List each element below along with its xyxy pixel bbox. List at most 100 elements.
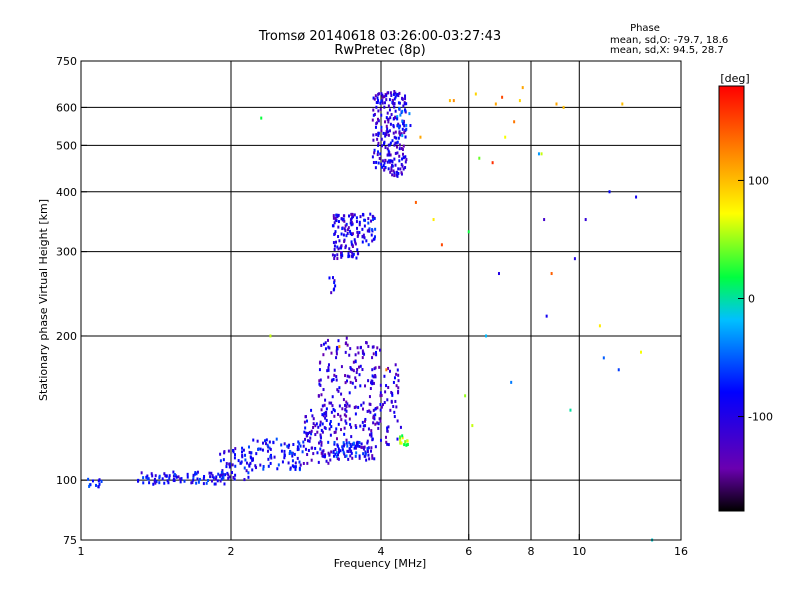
data-point [338,345,341,349]
data-point [332,241,335,245]
data-point [314,424,317,428]
data-point [357,252,360,256]
data-point [287,461,290,465]
data-point [373,237,376,241]
data-point [191,480,194,484]
data-point [393,143,396,147]
data-point [388,98,391,102]
data-point [374,125,377,129]
data-point [403,102,406,106]
data-point [346,449,349,453]
data-point [356,248,359,252]
data-point [320,393,323,397]
data-point [337,235,340,239]
data-point [165,474,168,478]
data-point [168,476,171,480]
data-point [403,131,406,135]
data-point [203,474,206,478]
data-point [316,430,319,434]
data-point [296,445,299,449]
grid-lines [81,61,681,540]
data-point [340,428,343,432]
data-point [289,449,292,453]
data-point [393,157,396,161]
data-point [376,346,379,350]
data-point [167,481,170,485]
data-point [376,421,379,425]
data-point [350,451,353,455]
data-point [386,147,389,151]
data-point [324,341,327,345]
data-point [344,229,347,233]
data-point [137,479,140,483]
data-point [212,476,215,480]
data-point [521,86,524,90]
data-point [355,446,358,450]
data-point [364,218,367,222]
data-point [324,347,327,351]
data-point [373,235,376,239]
data-point [243,466,246,470]
data-point [375,160,378,164]
data-point [294,467,297,471]
data-point [491,161,494,165]
data-point [332,450,335,454]
data-point [161,477,164,481]
data-point [302,444,305,448]
data-point [373,148,376,152]
data-point [168,474,171,478]
data-point [379,408,382,412]
data-point [389,91,392,95]
data-point [318,379,321,383]
data-point [340,365,343,369]
data-point [343,219,346,223]
data-point [322,342,325,346]
colorbar-tick-label: -100 [748,411,773,424]
data-point [346,231,349,235]
data-point [345,421,348,425]
data-point [257,447,260,451]
data-point [234,447,237,451]
data-point [358,231,361,235]
data-point [329,419,332,423]
data-point [334,452,337,456]
data-point [367,344,370,348]
data-point [350,435,353,439]
data-point [321,430,324,434]
data-point [363,419,366,423]
data-point [334,216,337,220]
data-point [513,120,516,124]
data-point [401,127,404,131]
data-point [327,440,330,444]
data-point [373,112,376,116]
data-point [371,382,374,386]
data-point [393,97,396,101]
data-point [354,240,357,244]
data-point [302,461,305,465]
data-point [350,221,353,225]
data-point [305,431,308,435]
data-point [337,453,340,457]
data-point [342,214,345,218]
data-point [383,142,386,146]
data-point [186,475,189,479]
data-point [231,463,234,467]
data-point [337,457,340,461]
x-tick-label: 4 [378,545,385,558]
data-point [337,447,340,451]
data-point [347,450,350,454]
data-point [388,369,391,373]
data-point [342,444,345,448]
data-point [401,148,404,152]
data-point [345,414,348,418]
data-point [375,101,378,105]
data-point [250,456,253,460]
data-point [389,159,392,163]
data-point [390,93,393,97]
data-point [226,471,229,475]
data-point [262,465,265,469]
data-point [349,444,352,448]
data-point [366,409,369,413]
data-point [269,461,272,465]
data-point [354,424,357,428]
